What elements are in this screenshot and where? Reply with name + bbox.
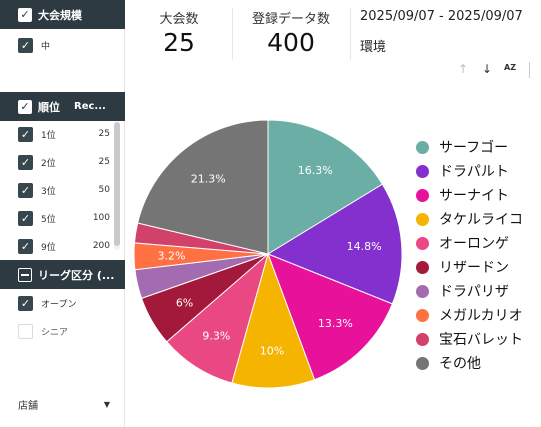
pie-slice[interactable] [231,252,316,389]
metric-label: 登録データ数 [251,12,330,27]
checkbox-checked[interactable]: ✓ [18,238,33,254]
legend-swatch [416,164,429,178]
legend-label: サーナイト [439,188,509,204]
record-count: 50 [98,185,110,195]
legend-swatch [416,260,429,274]
legend-item[interactable]: サーナイト [416,183,523,207]
slice-label: 14.8% [347,240,382,253]
arrow-down-icon[interactable]: ↓ [482,62,493,76]
sort-az-icon[interactable]: AZ [504,63,516,72]
scrollbar[interactable] [114,122,120,250]
record-count: 25 [98,157,110,167]
pie-slice[interactable] [267,253,394,381]
metric-value: 25 [163,28,195,57]
metric-label: 大会数 [159,12,199,27]
checkbox-checked[interactable]: ✓ [18,182,33,198]
legend-item[interactable]: ドラパリザ [416,279,523,303]
legend-label: サーフゴー [439,140,509,156]
filter-option[interactable]: ✓ 1位 25 [18,125,110,143]
divider [232,8,233,60]
filter-option[interactable]: ✓ オープン [18,294,76,312]
environment-label: 環境 [360,40,387,55]
filter-option[interactable]: ✓ 5位 100 [18,209,110,227]
legend-swatch [416,188,429,202]
legend-label: ドラパルト [439,164,509,180]
select-all-checkbox[interactable]: ✓ [18,7,32,22]
pie-slice[interactable] [166,252,269,384]
legend-item[interactable]: オーロンゲ [416,231,523,255]
filter-panel: ✓ 大会規模 ✓ 中 ✓ 順位 Rec... ✓ 1位 25 ✓ 2位 25 ✓… [0,0,125,427]
legend-swatch [416,332,429,346]
slice-label: 9.3% [202,329,230,342]
legend-label: タケルライコ [439,212,523,228]
select-all-checkbox[interactable] [18,267,32,282]
slice-label: 13.3% [318,317,353,330]
divider [350,8,351,60]
checkbox-checked[interactable]: ✓ [18,126,33,142]
select-all-checkbox[interactable]: ✓ [18,99,32,114]
legend-item[interactable]: タケルライコ [416,207,523,231]
legend-label: ドラパリザ [439,284,509,300]
store-dropdown[interactable]: 店舗 ▼ [18,395,110,413]
legend-swatch [416,284,429,298]
record-count: 100 [92,213,110,223]
slice-label: 21.3% [191,172,226,185]
divider [529,62,530,78]
checkbox-checked[interactable]: ✓ [18,210,33,226]
slice-label: 10% [260,344,284,357]
legend-label: その他 [439,356,481,372]
filter-header-rank[interactable]: ✓ 順位 Rec... [0,92,125,121]
filter-option[interactable]: ✓ 3位 50 [18,181,110,199]
legend-swatch [416,356,429,370]
metric-tournament-count: 大会数 25 [128,0,230,58]
legend-item[interactable]: ドラパルト [416,159,523,183]
filter-header-league[interactable]: リーグ区分 (... [0,260,125,289]
date-range-picker[interactable]: 2025/09/07 - 2025/09/07 [356,5,541,27]
checkbox-checked[interactable]: ✓ [18,37,33,53]
legend-swatch [416,212,429,226]
slice-label: 16.3% [298,164,333,177]
legend-item[interactable]: 宝石バレット [416,327,523,351]
filter-option[interactable]: ✓ 2位 25 [18,153,110,171]
caret-down-icon: ▼ [103,399,110,409]
filter-title: リーグ区分 (... [38,268,115,282]
legend-swatch [416,140,429,154]
arrow-up-icon[interactable]: ↑ [458,62,469,76]
legend-swatch [416,308,429,322]
store-dropdown-label: 店舗 [18,400,38,412]
chart-legend: サーフゴードラパルトサーナイトタケルライコ オーロンゲリザードンドラパリザメガルカ… [416,135,523,375]
filter-title: 順位 [38,100,60,114]
legend-item[interactable]: リザードン [416,255,523,279]
filter-option[interactable]: ✓ 中 [18,36,50,54]
legend-label: メガルカリオ [439,308,523,324]
filter-option[interactable]: シニア [18,322,68,340]
column-header[interactable]: Rec... [74,101,106,112]
filter-title: 大会規模 [38,8,82,22]
metric-record-count: 登録データ数 400 [234,0,348,58]
record-count: 25 [98,129,110,139]
filter-option[interactable]: ✓ 9位 200 [18,237,110,255]
filter-header-tournament-size[interactable]: ✓ 大会規模 [0,0,125,29]
legend-item[interactable]: メガルカリオ [416,303,523,327]
slice-label: 3.2% [158,250,186,263]
pie-slice[interactable] [267,119,384,255]
pie-slice[interactable] [137,119,269,255]
legend-label: 宝石バレット [439,332,523,348]
checkbox-checked[interactable]: ✓ [18,295,33,311]
metric-value: 400 [267,28,315,57]
legend-item[interactable]: サーフゴー [416,135,523,159]
checkbox-unchecked[interactable] [18,323,33,339]
legend-item[interactable]: その他 [416,351,523,375]
legend-label: リザードン [439,260,509,276]
checkbox-checked[interactable]: ✓ [18,154,33,170]
legend-label: オーロンゲ [439,236,509,252]
legend-swatch [416,236,429,250]
slice-label: 6% [176,296,193,309]
scrollbar-thumb[interactable] [114,122,120,246]
record-count: 200 [92,241,110,251]
pie-slice[interactable] [266,183,403,305]
